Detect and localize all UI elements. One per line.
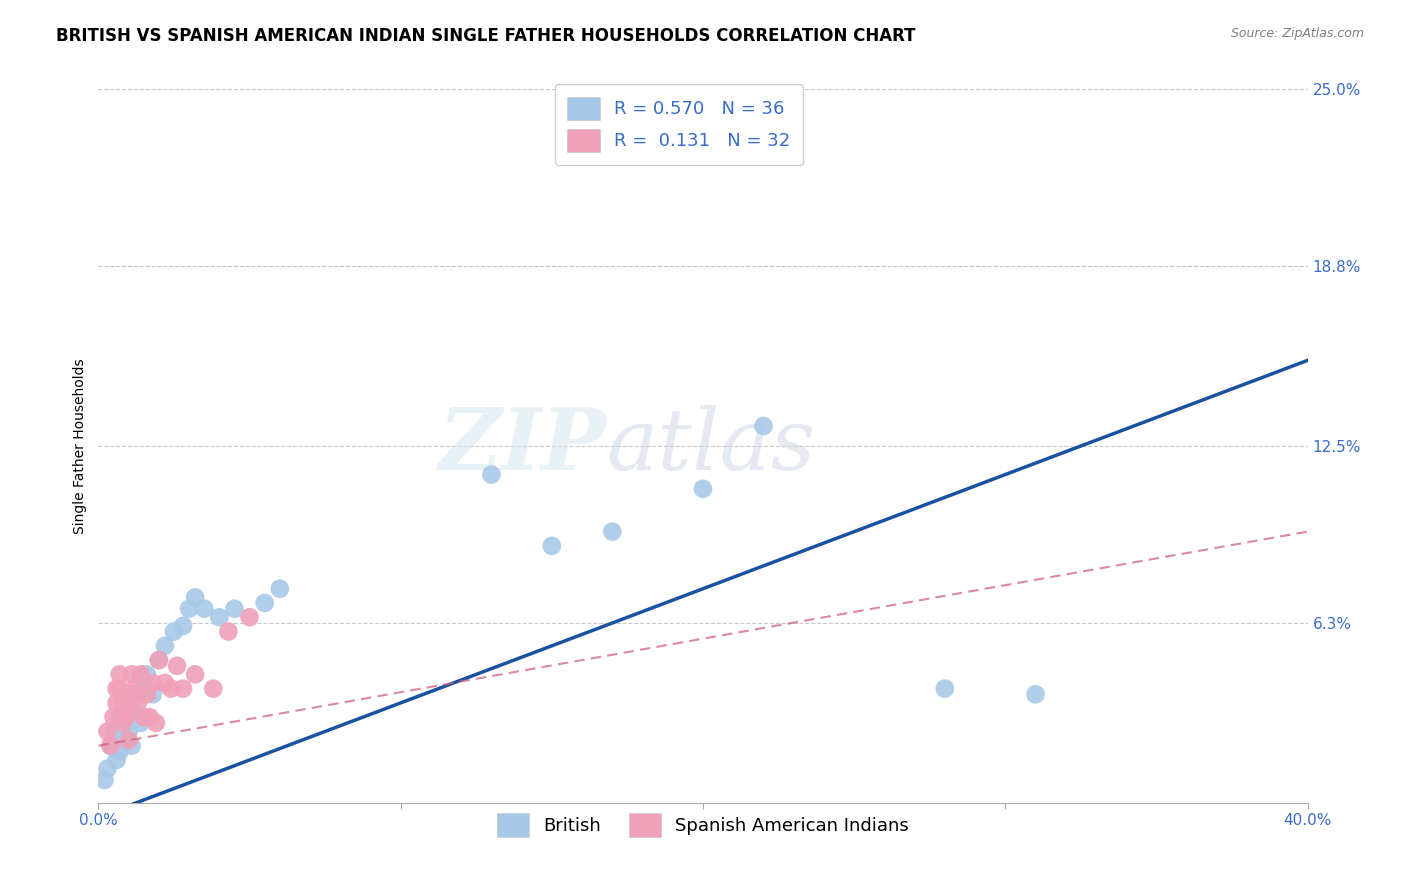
Point [752, 419, 775, 434]
Point [481, 467, 503, 482]
Point [184, 667, 207, 681]
Point [934, 681, 956, 696]
Point [105, 696, 128, 710]
Point [208, 610, 231, 624]
Point [129, 667, 152, 681]
Point [93, 772, 115, 787]
Point [108, 681, 131, 696]
Point [127, 687, 149, 701]
Point [166, 658, 188, 673]
Point [239, 610, 262, 624]
Point [153, 639, 176, 653]
Point [114, 710, 136, 724]
Point [179, 601, 201, 615]
Text: BRITISH VS SPANISH AMERICAN INDIAN SINGLE FATHER HOUSEHOLDS CORRELATION CHART: BRITISH VS SPANISH AMERICAN INDIAN SINGL… [56, 27, 915, 45]
Point [108, 744, 131, 758]
Point [202, 681, 225, 696]
Point [118, 696, 141, 710]
Point [1024, 687, 1046, 701]
Point [108, 667, 131, 681]
Point [100, 739, 122, 753]
Point [108, 710, 131, 724]
Point [121, 667, 143, 681]
Point [269, 582, 291, 596]
Point [692, 482, 714, 496]
Point [111, 733, 134, 747]
Point [172, 619, 194, 633]
Point [217, 624, 239, 639]
Point [602, 524, 624, 539]
Point [129, 715, 152, 730]
Text: atlas: atlas [606, 405, 815, 487]
Point [142, 676, 165, 690]
Point [132, 710, 155, 724]
Point [153, 676, 176, 690]
Point [111, 715, 134, 730]
Point [172, 681, 194, 696]
Point [253, 596, 276, 610]
Point [148, 653, 170, 667]
Legend: British, Spanish American Indians: British, Spanish American Indians [489, 806, 917, 844]
Point [118, 705, 141, 719]
Point [121, 687, 143, 701]
Point [105, 753, 128, 767]
Point [103, 710, 125, 724]
Point [118, 733, 141, 747]
Point [184, 591, 207, 605]
Point [100, 739, 122, 753]
Point [118, 724, 141, 739]
Point [121, 739, 143, 753]
Point [124, 705, 146, 719]
Point [142, 687, 165, 701]
Point [540, 539, 562, 553]
Point [163, 624, 186, 639]
Point [105, 681, 128, 696]
Point [96, 762, 118, 776]
Point [127, 696, 149, 710]
Point [111, 696, 134, 710]
Point [145, 715, 167, 730]
Point [114, 687, 136, 701]
Point [148, 653, 170, 667]
Text: ZIP: ZIP [439, 404, 606, 488]
Point [193, 601, 215, 615]
Point [135, 687, 157, 701]
Point [139, 710, 162, 724]
Point [96, 724, 118, 739]
Point [132, 681, 155, 696]
Point [160, 681, 183, 696]
Point [124, 681, 146, 696]
Text: Source: ZipAtlas.com: Source: ZipAtlas.com [1230, 27, 1364, 40]
Point [224, 601, 246, 615]
Y-axis label: Single Father Households: Single Father Households [73, 359, 87, 533]
Point [103, 724, 125, 739]
Point [114, 715, 136, 730]
Point [135, 667, 157, 681]
